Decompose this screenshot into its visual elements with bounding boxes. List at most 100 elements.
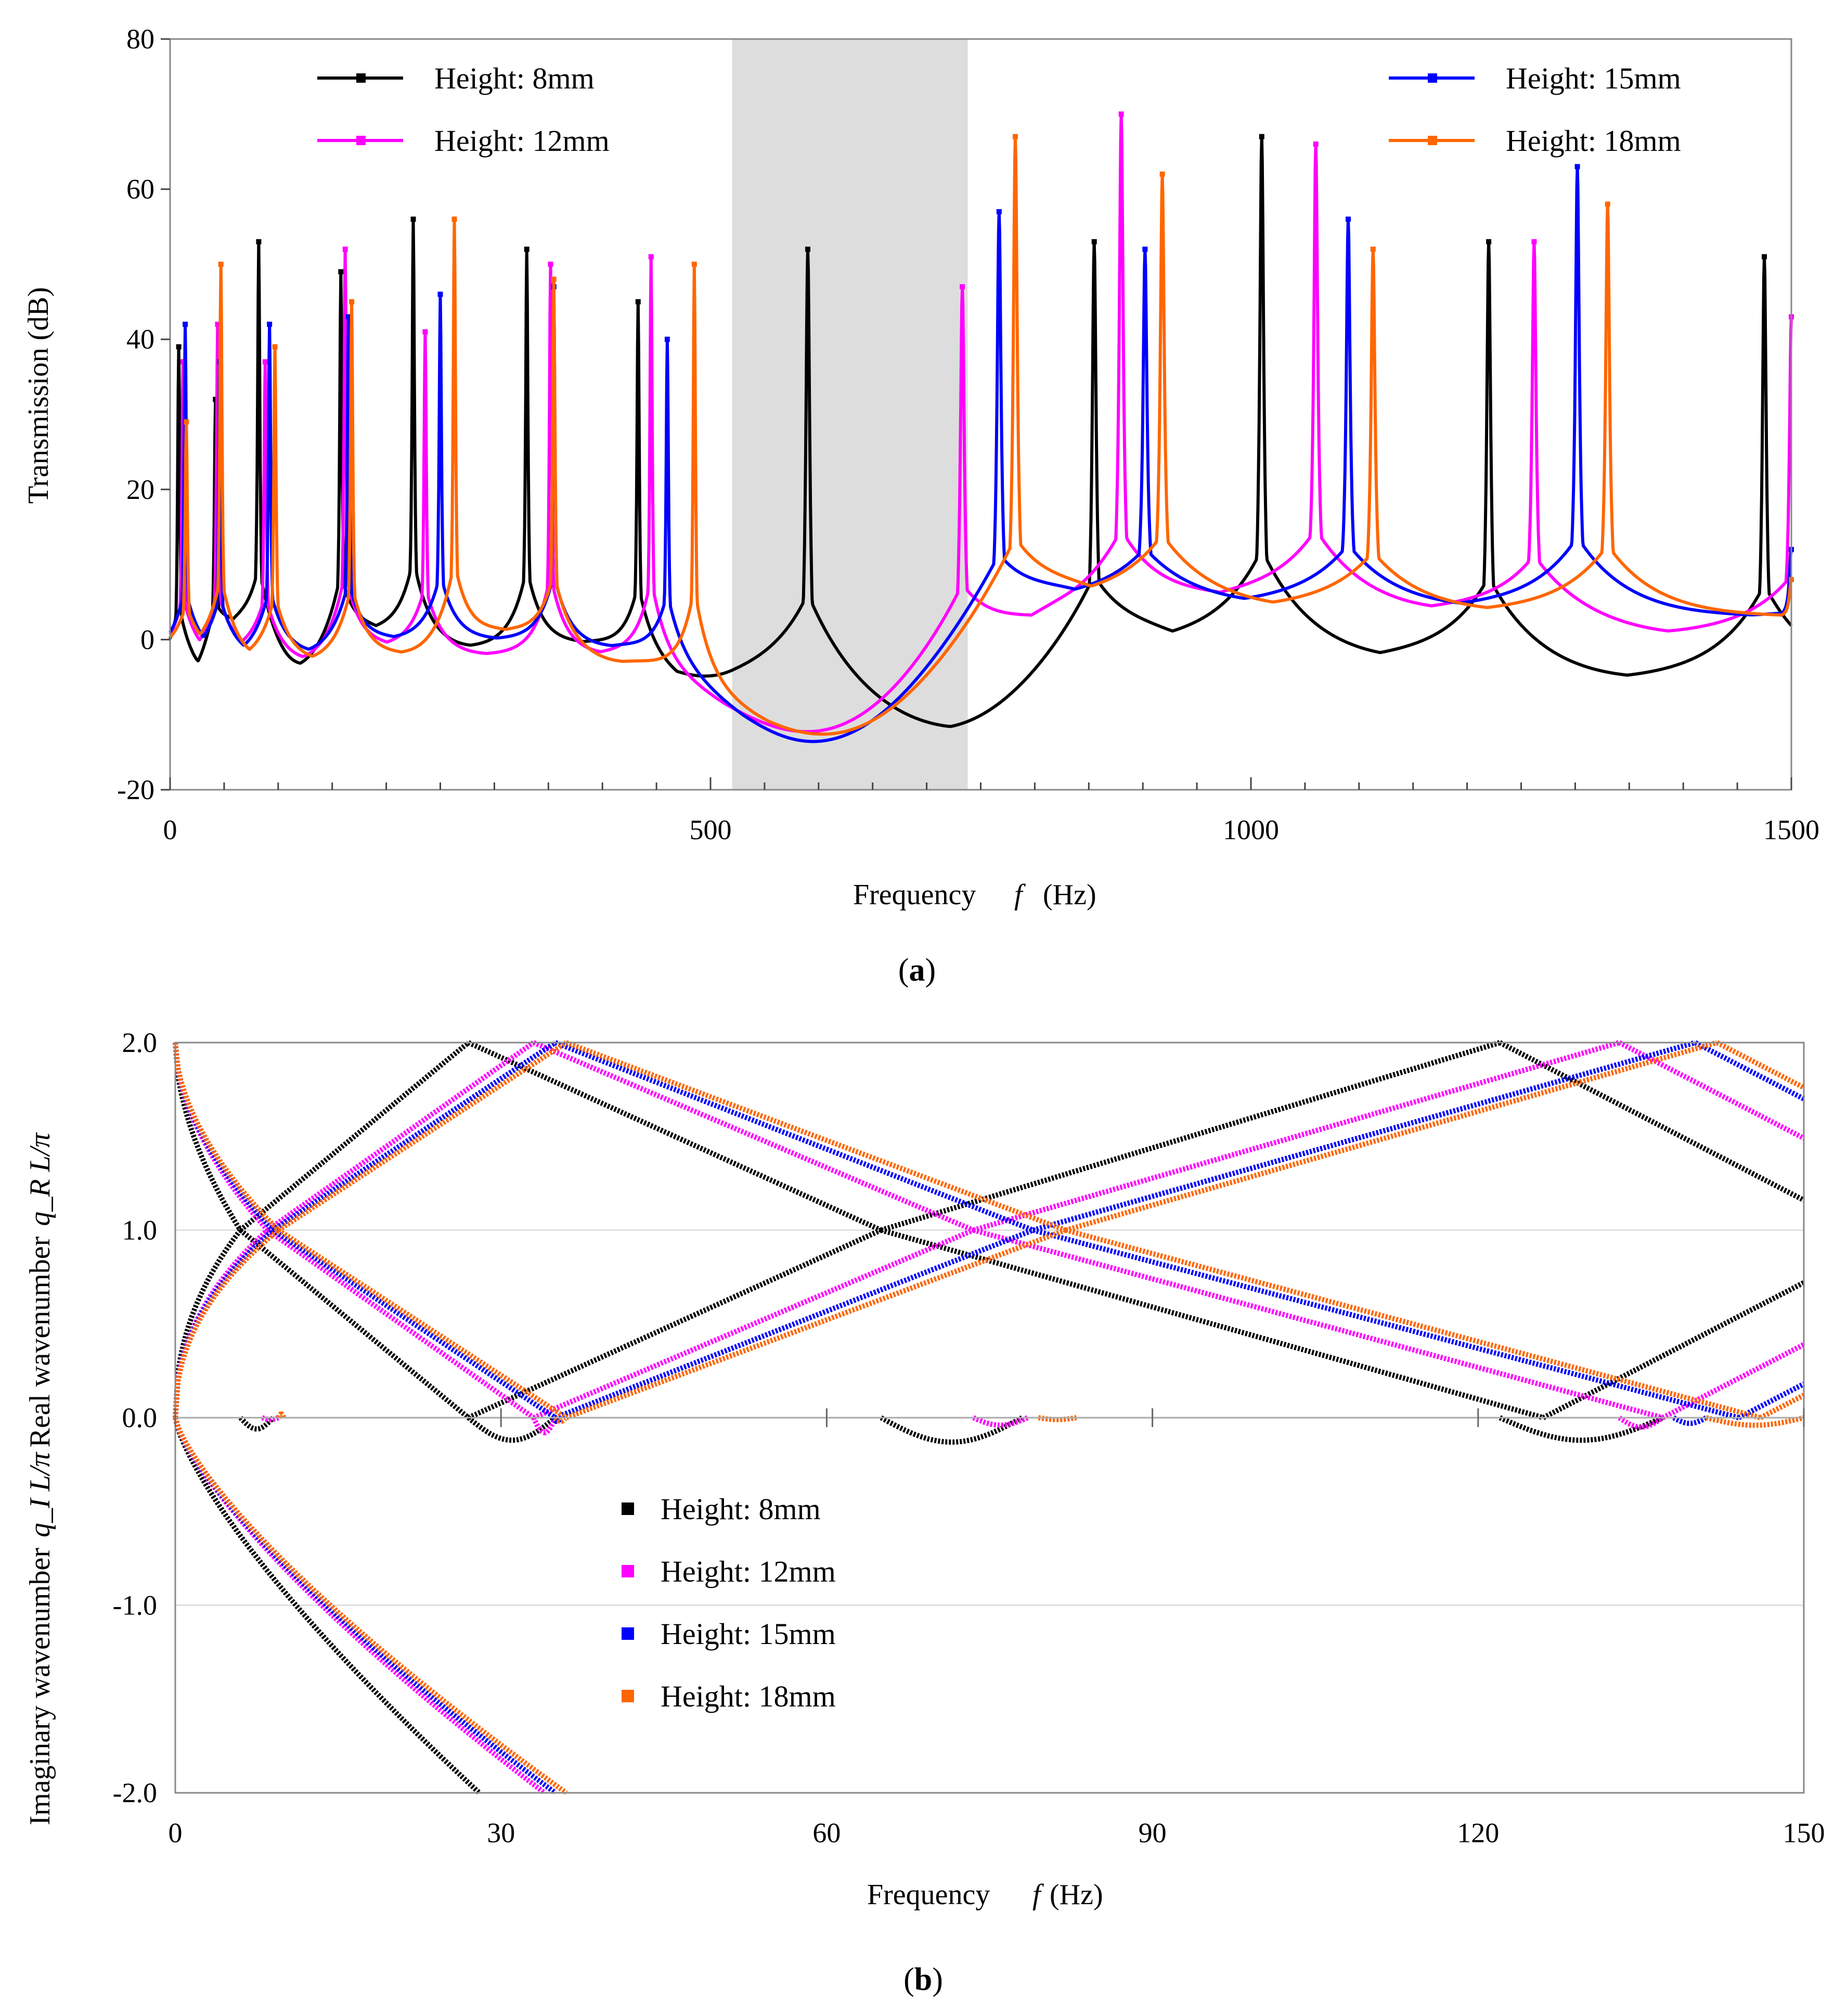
series-line-4 — [169, 135, 1793, 736]
x-axis-unit: (Hz) — [1043, 879, 1096, 911]
x-tick-label: 30 — [487, 1817, 515, 1848]
peak-point — [1118, 111, 1124, 117]
x-tick-label: 1500 — [1763, 814, 1819, 845]
branch — [238, 1416, 275, 1432]
branch — [972, 1227, 1663, 1420]
legend-swatch-marker — [356, 136, 366, 145]
branch — [266, 1228, 535, 1420]
legend-swatch-marker — [1428, 73, 1437, 83]
peak-point — [548, 261, 553, 267]
peak-point — [215, 322, 221, 327]
branch — [239, 1228, 470, 1420]
peak-point — [1346, 216, 1351, 222]
legend-label: Height: 8mm — [661, 1492, 821, 1526]
peak-point — [410, 216, 416, 222]
series-curves-4 — [173, 1040, 1805, 1795]
peak-point — [342, 247, 348, 252]
branch — [1032, 1040, 1696, 1233]
branch — [173, 1042, 280, 1232]
caption-a: (a) — [898, 953, 936, 988]
legend-label: Height: 15mm — [1506, 61, 1681, 95]
peak-point — [524, 247, 529, 252]
branch — [565, 1040, 1067, 1233]
branch — [531, 1416, 557, 1435]
branch — [272, 1228, 557, 1420]
peak-point — [1313, 142, 1319, 147]
peak-point — [960, 284, 965, 290]
peak-point — [996, 209, 1002, 214]
branch — [880, 1227, 1544, 1420]
y-tick-label: 0 — [140, 624, 154, 655]
peak-point — [176, 344, 182, 350]
peak-point — [1531, 239, 1537, 245]
legend: Height: 8mm Height: 12mm Height: 15mm Heigh… — [317, 61, 1681, 158]
y-axis-title-bottom: Imaginary wavenumberq_I L/π — [24, 1452, 56, 1826]
legend-swatch-marker — [622, 1627, 634, 1640]
legend-label: Height: 12mm — [661, 1555, 836, 1588]
branch — [554, 1040, 1034, 1233]
peak-point — [1486, 239, 1492, 245]
x-tick-label: 0 — [163, 814, 177, 845]
legend-label: Height: 15mm — [661, 1617, 836, 1651]
peak-point — [338, 269, 344, 275]
branch — [261, 1415, 279, 1422]
y-axis-title: Transmission (dB) — [22, 287, 55, 504]
branch — [277, 1228, 568, 1420]
legend-swatch-marker — [622, 1565, 634, 1577]
branch — [972, 1415, 1029, 1428]
branch — [173, 1228, 280, 1418]
y-tick-label: 20 — [126, 474, 154, 505]
peak-point — [349, 299, 355, 305]
peak-point — [1159, 171, 1165, 177]
peak-point — [256, 239, 262, 245]
branch — [880, 1040, 1501, 1233]
peak-point — [648, 254, 654, 260]
legend-swatch-marker — [1428, 136, 1437, 145]
branch — [1715, 1040, 1805, 1090]
peak-point — [1142, 247, 1148, 252]
branch — [173, 1042, 270, 1232]
branch — [880, 1415, 1024, 1445]
legend-label: Height: 8mm — [434, 61, 595, 95]
peak-point — [451, 216, 457, 222]
branch — [1661, 1342, 1805, 1420]
branch — [173, 1417, 568, 1795]
x-tick-label: 150 — [1783, 1817, 1825, 1848]
x-tick-label: 120 — [1457, 1817, 1499, 1848]
series-line-1 — [169, 135, 1793, 728]
peak-point — [184, 419, 189, 425]
branch — [1618, 1040, 1805, 1141]
peak-point — [664, 337, 670, 342]
branch — [467, 1227, 882, 1420]
branch — [272, 1040, 557, 1232]
branch — [266, 1040, 535, 1232]
y-tick-label: -2.0 — [113, 1777, 157, 1808]
x-tick-label: 1000 — [1223, 814, 1279, 845]
caption-b: (b) — [903, 1962, 943, 1997]
y-tick-label: 0.0 — [122, 1402, 158, 1433]
y-tick-label: 80 — [126, 23, 154, 55]
branch — [277, 1040, 568, 1232]
peak-point — [1762, 254, 1767, 260]
peak-point — [272, 344, 278, 350]
peak-point — [345, 314, 351, 319]
peak-point — [267, 322, 273, 327]
branch — [1737, 1381, 1805, 1420]
branch — [173, 1417, 481, 1795]
branch — [1759, 1393, 1805, 1420]
branch — [1065, 1040, 1718, 1233]
peak-point — [1091, 239, 1097, 245]
x-tick-label: 0 — [169, 1817, 183, 1848]
peak-point — [262, 359, 268, 365]
branch — [1032, 1227, 1740, 1420]
y-axis-title-top: Real wavenumberq_R L/π — [24, 1132, 56, 1448]
peak-point — [635, 299, 641, 305]
branch — [276, 1411, 287, 1419]
peak-point — [218, 261, 224, 267]
legend-swatch-marker — [622, 1503, 634, 1515]
branch — [1499, 1040, 1805, 1203]
x-axis-title: Frequency — [853, 879, 976, 911]
branch — [1065, 1227, 1761, 1420]
peak-point — [1574, 164, 1580, 170]
